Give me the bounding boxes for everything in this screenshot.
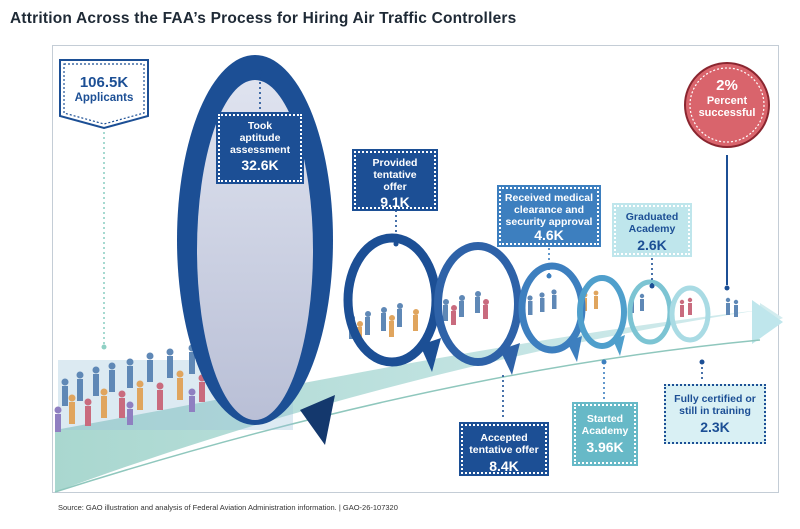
page-title: Attrition Across the FAA’s Process for H… — [10, 10, 517, 27]
label-success: 2% Percent successful — [687, 77, 767, 138]
label-fully-certified: Fully certified or still in training 2.3… — [664, 384, 766, 444]
crowd-stage-3 — [443, 291, 489, 325]
applicants-text: Applicants — [74, 91, 134, 104]
started-text: Started Academy — [581, 413, 629, 437]
label-medical-clearance: Received medical clearance and security … — [497, 185, 601, 247]
crowd-stage-7 — [679, 297, 693, 317]
applicants-value: 106.5K — [79, 74, 129, 91]
label-tentative-offer: Provided tentative offer 9.1K — [352, 149, 438, 211]
portal-accepted-offer — [434, 242, 522, 375]
assessment-value: 32.6K — [241, 157, 279, 174]
portal-started-academy — [577, 275, 627, 356]
path-ribbon-edge — [54, 339, 761, 493]
success-value: 2% — [716, 77, 738, 94]
assessment-text: Took aptitude assessment — [229, 120, 291, 156]
label-applicants: 106.5K Applicants — [64, 64, 144, 114]
certified-text: Fully certified or still in training — [674, 393, 756, 417]
label-aptitude-assessment: Took aptitude assessment 32.6K — [216, 112, 304, 184]
graduated-value: 2.6K — [637, 236, 667, 253]
accepted-value: 8.4K — [489, 457, 519, 474]
medical-value: 4.6K — [534, 227, 564, 244]
portal-graduated-academy — [627, 279, 673, 345]
crowd-final — [725, 297, 739, 317]
offer-text: Provided tentative offer — [372, 157, 418, 193]
success-circle — [684, 62, 770, 148]
path-arrow-head — [752, 300, 783, 344]
success-text: Percent successful — [698, 94, 756, 120]
accepted-text: Accepted tentative offer — [469, 432, 539, 456]
started-value: 3.96K — [586, 438, 624, 455]
medical-text: Received medical clearance and security … — [504, 192, 594, 228]
label-accepted-offer: Accepted tentative offer 8.4K — [459, 422, 549, 476]
portal-tentative-offer — [343, 233, 441, 372]
certified-value: 2.3K — [700, 418, 730, 435]
portal-fully-certified — [669, 285, 711, 343]
applicants-badge-shape — [59, 59, 149, 130]
crowd-stage-4 — [527, 289, 557, 315]
graduated-text: Graduated Academy — [625, 211, 679, 235]
label-started-academy: Started Academy 3.96K — [572, 402, 638, 466]
label-graduated-academy: Graduated Academy 2.6K — [612, 203, 692, 257]
offer-value: 9.1K — [380, 194, 410, 211]
source-note: Source: GAO illustration and analysis of… — [58, 503, 398, 512]
